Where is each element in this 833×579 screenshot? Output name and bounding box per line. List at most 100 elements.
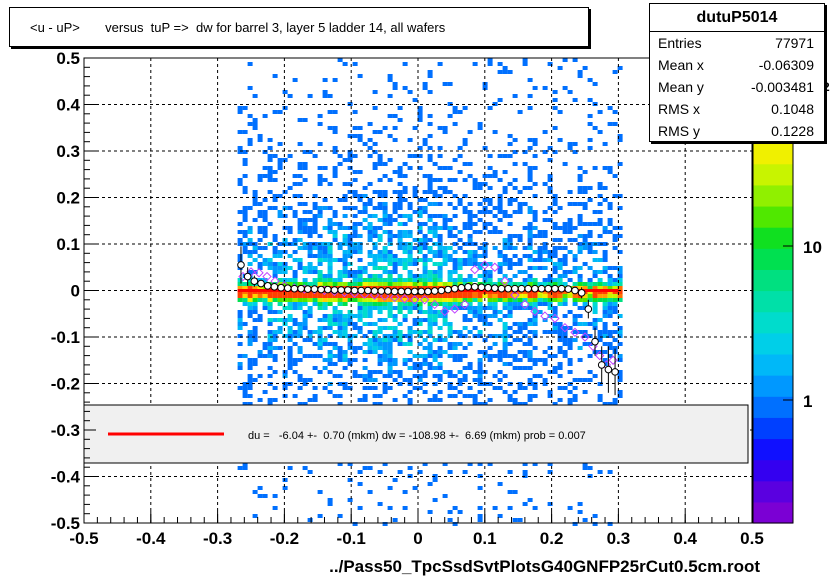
heat-cell [417, 298, 423, 302]
heat-cell [282, 282, 288, 286]
heat-cell [357, 314, 363, 318]
heat-cell [607, 122, 613, 126]
heat-cell [457, 370, 463, 374]
heat-cell [377, 370, 383, 374]
heat-cell [292, 298, 298, 302]
heat-cell [477, 514, 483, 518]
heat-cell [342, 386, 348, 390]
heat-cell [597, 286, 603, 290]
heat-cell [462, 206, 468, 210]
heat-cell [447, 518, 453, 522]
heat-cell [512, 338, 518, 342]
heat-cell [332, 346, 338, 350]
heat-cell [372, 346, 378, 350]
heat-cell [397, 302, 403, 306]
heat-cell [557, 350, 563, 354]
heat-cell [327, 498, 333, 502]
heat-cell [252, 202, 258, 206]
heat-cell [237, 326, 243, 330]
heat-cell [567, 402, 573, 406]
heat-cell [327, 302, 333, 306]
heat-cell [247, 302, 253, 306]
heat-cell [417, 146, 423, 150]
heat-cell [272, 170, 278, 174]
heat-cell [522, 386, 528, 390]
heat-cell [607, 202, 613, 206]
heat-cell [367, 314, 373, 318]
heat-cell [422, 310, 428, 314]
heat-cell [527, 178, 533, 182]
heat-cell [312, 354, 318, 358]
heat-cell [377, 402, 383, 406]
legend-layer: du = -6.04 +- 0.70 (mkm) dw = -108.98 +-… [83, 404, 749, 464]
heat-cell [567, 202, 573, 206]
heat-cell [517, 302, 523, 306]
heat-cell [357, 198, 363, 202]
heat-cell [472, 278, 478, 282]
heat-cell [472, 258, 478, 262]
heat-cell [242, 302, 248, 306]
profile-black-point [283, 284, 292, 292]
heat-cell [237, 230, 243, 234]
heat-cell [392, 326, 398, 330]
heat-cell [382, 246, 388, 250]
heat-cell [517, 358, 523, 362]
heat-cell [517, 298, 523, 302]
heat-cell [582, 190, 588, 194]
heat-cell [322, 198, 328, 202]
heat-cell [512, 390, 518, 394]
heat-cell [357, 298, 363, 302]
heat-cell [282, 90, 288, 94]
heat-cell [497, 70, 503, 74]
heat-cell [332, 150, 338, 154]
heat-cell [512, 294, 518, 298]
heat-cell [337, 462, 343, 466]
heat-cell [572, 386, 578, 390]
heat-cell [472, 370, 478, 374]
heat-cell [352, 522, 358, 526]
heat-cell [457, 258, 463, 262]
heat-cell [382, 254, 388, 258]
heat-cell [272, 154, 278, 158]
heat-cell [382, 334, 388, 338]
heat-cell [332, 294, 338, 298]
heat-cell [382, 210, 388, 214]
y-tick-label: 0.3 [56, 142, 80, 161]
heat-cell [592, 310, 598, 314]
y-tick-label: -0.1 [51, 328, 80, 347]
heat-cell [432, 294, 438, 298]
heat-cell [377, 362, 383, 366]
profile-magenta-point [440, 306, 450, 317]
heat-cell [552, 294, 558, 298]
heat-cell [452, 298, 458, 302]
heat-cell [597, 330, 603, 334]
heat-cell [437, 314, 443, 318]
heat-cell [452, 122, 458, 126]
heat-cell [367, 182, 373, 186]
heat-cell [402, 190, 408, 194]
profile-black-point [317, 285, 325, 294]
heat-cell [242, 214, 248, 218]
heat-cell [617, 358, 623, 362]
heat-cell [437, 302, 443, 306]
heat-cell [342, 382, 348, 386]
heat-cell [252, 218, 258, 222]
heat-cell [367, 466, 373, 470]
heat-cell [297, 374, 303, 378]
heat-cell [242, 466, 248, 470]
heat-cell [337, 274, 343, 278]
heat-cell [487, 322, 493, 326]
heat-cell [447, 234, 453, 238]
heat-cell [477, 402, 483, 406]
heat-cell [502, 214, 508, 218]
heat-cell [382, 390, 388, 394]
heat-cell [542, 230, 548, 234]
heat-cell [442, 322, 448, 326]
profile-black-point [377, 287, 386, 295]
heat-cell [372, 342, 378, 346]
heat-cell [282, 478, 288, 482]
heat-cell [342, 298, 348, 302]
heat-cell [572, 398, 578, 402]
heat-cell [387, 178, 393, 182]
